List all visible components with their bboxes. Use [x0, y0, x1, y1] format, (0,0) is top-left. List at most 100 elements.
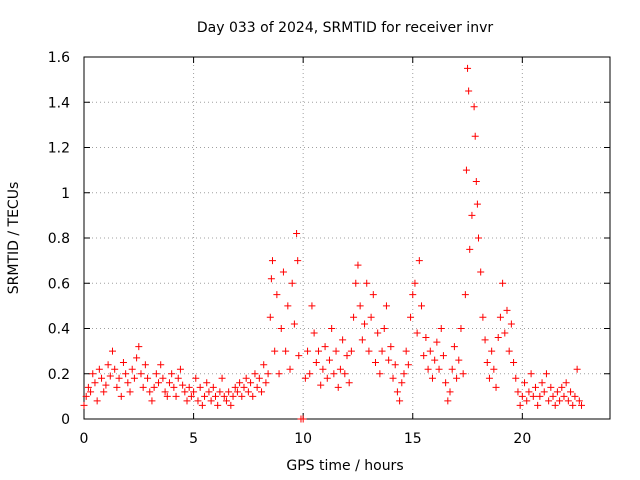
- data-point: [371, 358, 379, 366]
- data-point: [266, 313, 274, 321]
- x-tick-label: 20: [513, 431, 531, 447]
- data-point: [201, 392, 209, 400]
- data-point: [222, 397, 230, 405]
- data-point: [152, 370, 160, 378]
- data-point: [354, 261, 362, 269]
- data-point: [553, 388, 561, 396]
- data-point: [181, 388, 189, 396]
- data-point: [558, 383, 566, 391]
- data-point: [183, 397, 191, 405]
- data-point: [404, 361, 412, 369]
- data-point: [343, 352, 351, 360]
- data-point: [198, 401, 206, 409]
- data-point: [455, 356, 463, 364]
- data-point: [304, 347, 312, 355]
- data-point: [468, 211, 476, 219]
- data-point: [376, 370, 384, 378]
- data-point: [141, 361, 149, 369]
- data-point: [315, 347, 323, 355]
- data-point: [82, 392, 90, 400]
- data-point: [262, 379, 270, 387]
- data-point: [459, 370, 467, 378]
- data-point: [442, 379, 450, 387]
- data-point: [523, 397, 531, 405]
- data-point: [170, 383, 178, 391]
- data-point: [135, 343, 143, 351]
- data-point: [321, 343, 329, 351]
- data-point: [564, 397, 572, 405]
- data-point: [542, 370, 550, 378]
- data-point: [159, 374, 167, 382]
- data-point: [124, 379, 132, 387]
- data-point: [267, 275, 275, 283]
- data-point: [534, 401, 542, 409]
- data-point: [144, 374, 152, 382]
- data-point: [571, 392, 579, 400]
- data-point: [277, 325, 285, 332]
- data-point: [393, 388, 401, 396]
- data-point: [490, 365, 498, 373]
- data-point: [448, 365, 456, 373]
- data-point: [317, 381, 325, 389]
- data-point: [471, 132, 479, 140]
- data-point: [106, 372, 114, 380]
- data-point: [545, 397, 553, 405]
- data-point: [361, 320, 369, 328]
- data-point: [268, 257, 276, 265]
- data-point: [363, 279, 371, 287]
- data-point: [87, 388, 95, 396]
- data-point: [293, 229, 301, 237]
- data-point: [95, 365, 103, 373]
- x-tick-label: 0: [80, 431, 89, 447]
- data-point: [396, 397, 404, 405]
- data-point: [387, 343, 395, 351]
- y-tick-label: 1.4: [48, 95, 70, 111]
- data-point: [165, 379, 173, 387]
- data-point: [190, 388, 198, 396]
- data-point: [148, 397, 156, 405]
- y-tick-label: 0.4: [48, 322, 70, 338]
- data-point: [413, 329, 421, 337]
- data-point: [312, 358, 320, 366]
- data-point: [128, 365, 136, 373]
- data-point: [172, 392, 180, 400]
- data-point: [428, 374, 436, 382]
- data-point: [133, 354, 141, 362]
- data-point: [562, 379, 570, 387]
- data-point: [567, 388, 575, 396]
- data-point: [233, 388, 241, 396]
- data-point: [244, 388, 252, 396]
- data-point: [282, 347, 290, 355]
- data-point: [117, 392, 125, 400]
- data-point: [295, 352, 303, 360]
- data-point: [540, 388, 548, 396]
- data-point: [411, 279, 419, 287]
- data-point: [294, 257, 302, 265]
- data-point: [518, 392, 526, 400]
- data-point: [347, 347, 355, 355]
- data-point: [439, 352, 447, 360]
- data-point: [196, 383, 204, 391]
- data-point: [255, 374, 263, 382]
- data-point: [453, 374, 461, 382]
- data-point: [391, 361, 399, 369]
- data-point: [264, 370, 272, 378]
- data-point: [516, 401, 524, 409]
- y-tick-labels: 0 0.2 0.4 0.6 0.8 1 1.2 1.4 1.6: [48, 50, 70, 428]
- data-point: [218, 374, 226, 382]
- data-point: [192, 374, 200, 382]
- data-point: [538, 379, 546, 387]
- data-point: [352, 279, 360, 287]
- data-point: [260, 361, 268, 369]
- data-point: [179, 381, 187, 389]
- data-point: [356, 302, 364, 310]
- data-point: [477, 268, 485, 276]
- data-point: [288, 279, 296, 287]
- data-point: [130, 374, 138, 382]
- data-point: [328, 325, 336, 332]
- data-point: [334, 383, 342, 391]
- data-point: [310, 329, 318, 337]
- data-point: [119, 358, 127, 366]
- y-axis-title: SRMTID / TECUs: [6, 182, 22, 295]
- data-point: [91, 379, 99, 387]
